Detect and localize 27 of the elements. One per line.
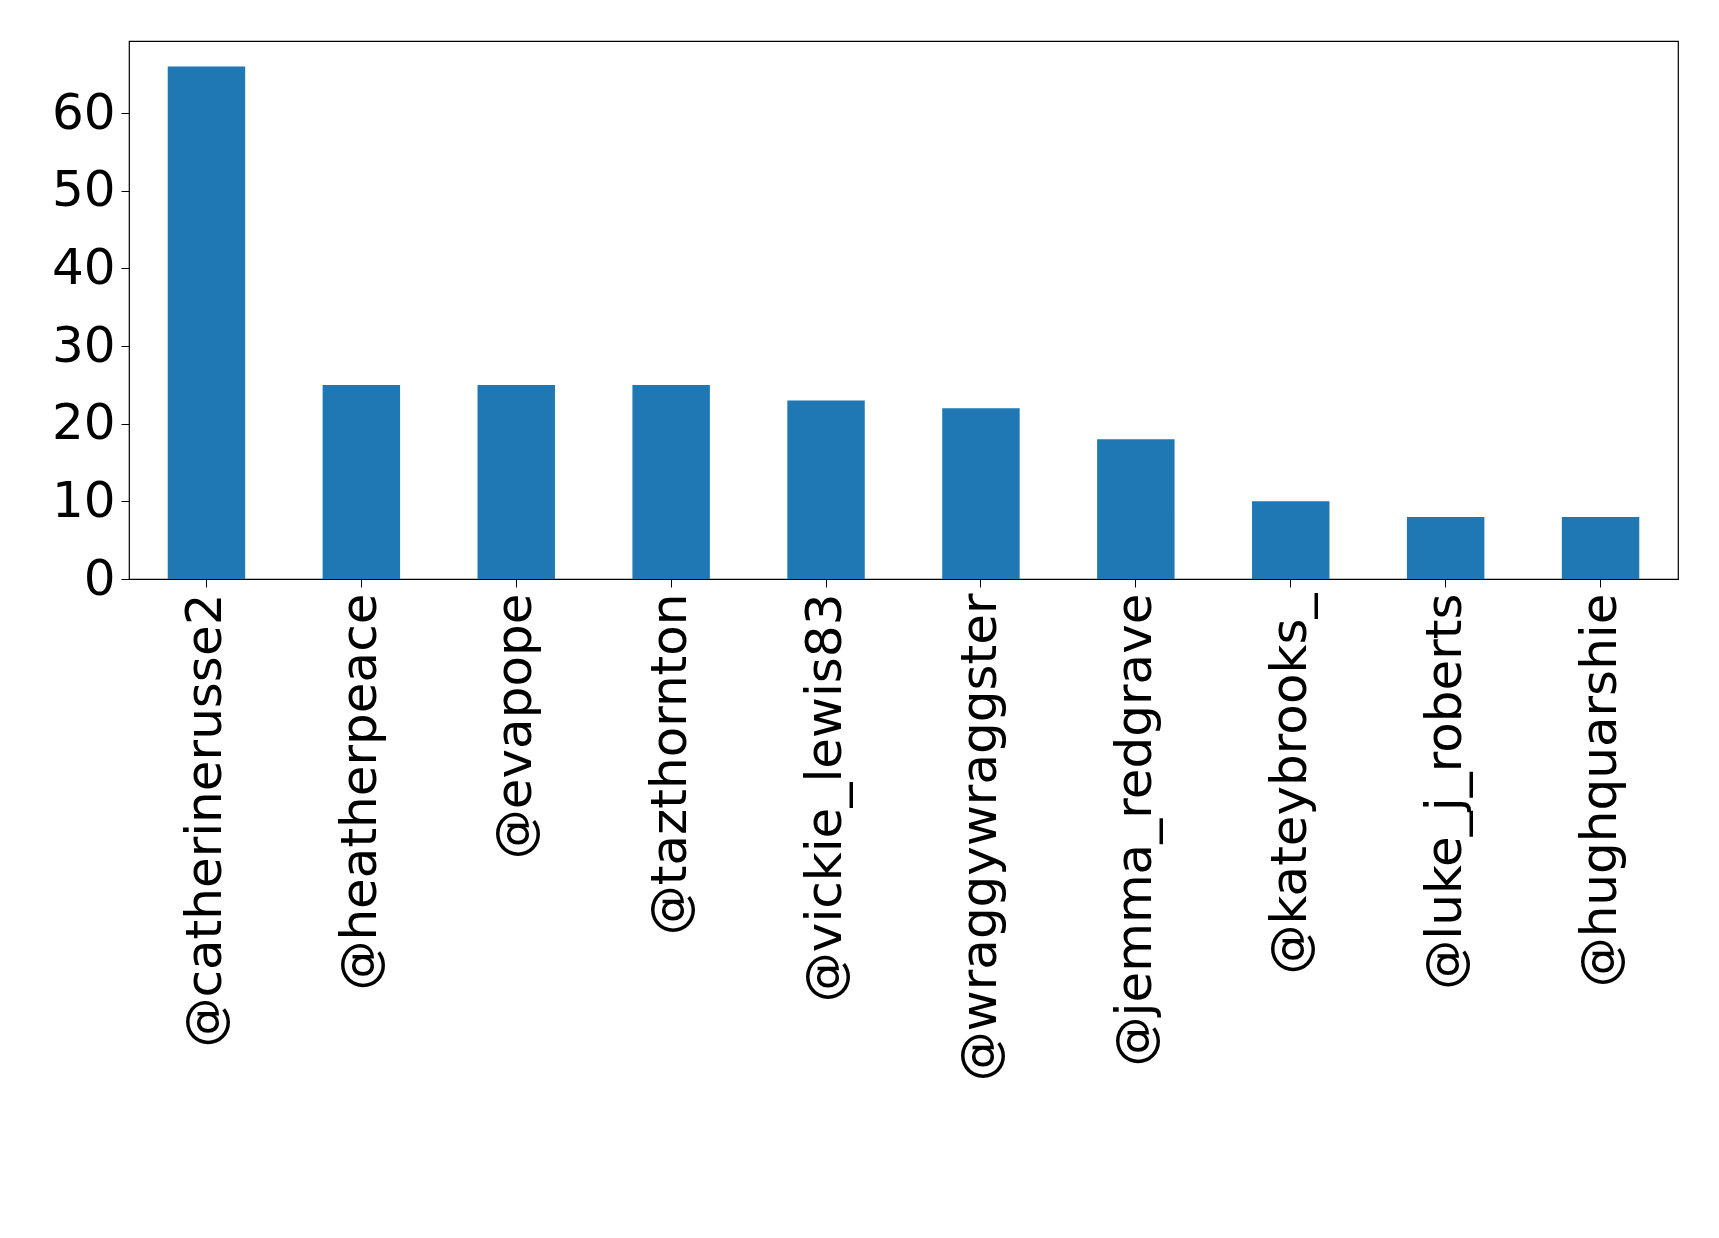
bar (322, 384, 401, 579)
bar (942, 408, 1020, 579)
x-tick-label: @jemma_redgrave (1104, 593, 1163, 1067)
y-tick-label: 20 (51, 393, 116, 452)
x-tick-label: @heatherpeace (330, 593, 389, 991)
x-tick-label: @kateybrooks_ (1259, 592, 1318, 975)
bar (1252, 501, 1330, 579)
x-tick-label: @tazthornton (640, 593, 699, 936)
y-tick-label: 30 (51, 315, 116, 374)
y-tick-label: 50 (51, 160, 116, 219)
x-tick-label: @hughquarshie (1569, 593, 1628, 988)
bar (787, 400, 865, 579)
y-tick-label: 0 (83, 548, 116, 607)
y-tick-label: 60 (51, 82, 116, 141)
y-tick-label: 40 (51, 237, 116, 296)
bar (632, 384, 710, 579)
bar (1406, 516, 1485, 579)
x-tick-label: @wraggywraggster (949, 593, 1008, 1082)
x-tick-label: @vickie_lewis83 (795, 593, 854, 1003)
bar (167, 66, 246, 579)
x-tick-label: @catherinerusse2 (175, 593, 234, 1048)
x-tick-label: @evapope (485, 593, 544, 860)
bar (477, 384, 555, 579)
x-tick-label: @luke_j_roberts (1414, 593, 1473, 990)
bar (1097, 439, 1175, 579)
y-tick-label: 10 (51, 470, 116, 529)
bar (1561, 516, 1640, 579)
